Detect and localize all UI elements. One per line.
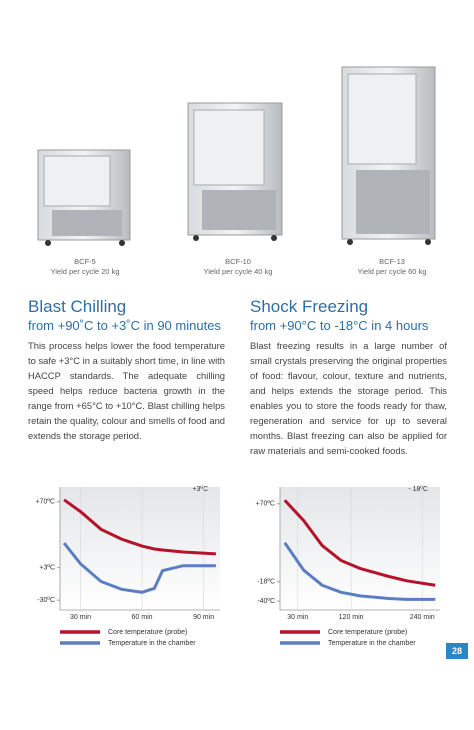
legend-label: Core temperature (probe) <box>328 629 407 636</box>
corner-label: +3ºC <box>192 486 208 493</box>
model: BCF-13 <box>379 257 405 266</box>
y-tick-label: +3ºC <box>39 565 55 572</box>
subtitle: from +90˚C to +3˚C in 90 minutes <box>28 318 221 333</box>
legend-label: Temperature in the chamber <box>328 640 416 647</box>
cabinet <box>37 149 131 246</box>
y-tick-label: -30ºC <box>37 597 55 604</box>
x-tick-label: 240 min <box>410 614 435 621</box>
legend-label: Temperature in the chamber <box>108 640 196 647</box>
cabinet <box>187 102 283 241</box>
yield: Yield per cycle 20 kg <box>50 267 120 276</box>
series-line <box>63 498 216 556</box>
model: BCF-10 <box>225 257 251 266</box>
title: Blast Chilling <box>28 297 127 316</box>
caption: BCF-13 Yield per cycle 60 kg <box>332 257 452 277</box>
series-line <box>283 499 436 587</box>
yield: Yield per cycle 40 kg <box>203 267 273 276</box>
product-images <box>37 66 436 246</box>
x-tick-label: 60 min <box>132 614 153 621</box>
y-tick-label: +70ºC <box>36 499 56 506</box>
y-tick-label: -40ºC <box>257 598 275 605</box>
x-tick-label: 30 min <box>70 614 91 621</box>
y-tick-label: +70ºC <box>256 501 276 508</box>
chart: - 18ºC +70ºC -18ºC -40ºC 30 min 120 min 240 mi… <box>256 486 440 647</box>
body: This process helps lower the food temper… <box>28 340 225 441</box>
caption: BCF-10 Yield per cycle 40 kg <box>178 257 298 277</box>
corner-label: - 18ºC <box>408 486 428 493</box>
x-tick-label: 120 min <box>339 614 364 621</box>
x-tick-label: 30 min <box>287 614 308 621</box>
page-number: 28 <box>446 643 468 659</box>
legend-label: Core temperature (probe) <box>108 629 187 636</box>
yield: Yield per cycle 60 kg <box>357 267 427 276</box>
plot-background <box>280 487 440 610</box>
cabinet <box>341 66 436 245</box>
plot-background <box>60 487 220 610</box>
section: Shock Freezing from +90°C to -18°C in 4 h… <box>250 297 447 458</box>
series-line <box>62 542 216 594</box>
body: Blast freezing results in a large number… <box>250 340 447 456</box>
model: BCF-5 <box>74 257 96 266</box>
subtitle: from +90°C to -18°C in 4 hours <box>250 318 429 333</box>
series-line <box>283 541 436 601</box>
caption: BCF-5 Yield per cycle 20 kg <box>25 257 145 277</box>
title: Shock Freezing <box>250 297 369 316</box>
y-tick-label: -18ºC <box>257 579 275 586</box>
section: Blast Chilling from +90˚C to +3˚C in 90 m… <box>28 297 225 443</box>
chart: +3ºC +70ºC +3ºC -30ºC 30 min 60 min 90 min Core… <box>36 486 220 647</box>
x-tick-label: 90 min <box>193 614 214 621</box>
